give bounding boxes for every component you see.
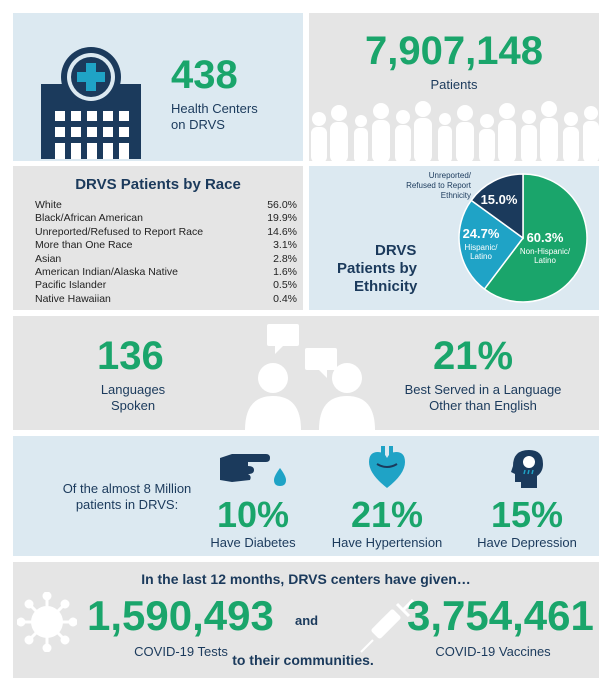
non-hispanic-label-1: Non-Hispanic/ bbox=[520, 247, 571, 256]
patients-label: Patients bbox=[430, 77, 478, 92]
race-row-value: 56.0% bbox=[267, 199, 297, 211]
languages-value: 136 bbox=[97, 334, 164, 378]
other-language-label-2: Other than English bbox=[429, 398, 537, 413]
and-text: and bbox=[295, 613, 319, 628]
hispanic-label-2: Latino bbox=[470, 252, 492, 261]
ethnicity-title-2: Patients by bbox=[337, 260, 418, 277]
race-row: Native Hawaiian 0.4% bbox=[35, 293, 297, 305]
unreported-label-2: Refused to Report bbox=[406, 181, 471, 190]
depression-icon bbox=[511, 450, 543, 488]
race-row: Pacific Islander 0.5% bbox=[35, 279, 297, 291]
race-row: Unreported/Refused to Report Race 14.6% bbox=[35, 226, 297, 238]
syringe-icon bbox=[360, 598, 415, 653]
race-row-label: Black/African American bbox=[35, 212, 143, 225]
race-row-label: Pacific Islander bbox=[35, 279, 107, 292]
health-centers-value: 438 bbox=[171, 53, 238, 97]
languages-label-1: Languages bbox=[100, 382, 166, 397]
hispanic-label-1: Hispanic/ bbox=[465, 243, 499, 252]
race-title: DRVS Patients by Race bbox=[75, 176, 241, 193]
depression-label: Have Depression bbox=[477, 535, 577, 550]
patients-value: 7,907,148 bbox=[365, 29, 543, 73]
ethnicity-title-1: DRVS bbox=[375, 242, 417, 259]
race-row-label: Unreported/Refused to Report Race bbox=[35, 225, 204, 238]
race-row-value: 2.8% bbox=[273, 252, 297, 265]
non-hispanic-label-2: Latino bbox=[534, 256, 556, 265]
hospital-icon bbox=[41, 47, 141, 159]
unreported-pct: 15.0% bbox=[481, 192, 518, 207]
conditions-panel: Of the almost 8 Million patients in DRVS… bbox=[13, 436, 599, 556]
non-hispanic-slice bbox=[483, 173, 588, 303]
tests-label: COVID-19 Tests bbox=[134, 644, 228, 659]
patients-panel: 7,907,148 Patients bbox=[309, 13, 599, 161]
unreported-label-3: Ethnicity bbox=[440, 191, 471, 200]
race-row-value: 0.4% bbox=[273, 292, 297, 305]
race-row-value: 19.9% bbox=[267, 212, 297, 225]
race-row-value: 3.1% bbox=[273, 239, 297, 252]
ethnicity-title-3: Ethnicity bbox=[354, 278, 418, 295]
languages-label-2: Spoken bbox=[110, 398, 156, 413]
vaccines-value: 3,754,461 bbox=[407, 592, 594, 639]
race-row: American Indian/Alaska Native 1.6% bbox=[35, 266, 297, 278]
diabetes-value: 10% bbox=[216, 494, 290, 535]
hispanic-pct: 24.7% bbox=[463, 226, 500, 241]
race-row-value: 14.6% bbox=[267, 225, 297, 238]
hypertension-value: 21% bbox=[350, 494, 424, 535]
diabetes-label: Have Diabetes bbox=[210, 535, 296, 550]
crowd-icon bbox=[311, 101, 599, 161]
virus-icon bbox=[17, 592, 77, 652]
race-row-label: Native Hawaiian bbox=[35, 292, 111, 305]
conditions-intro-1: Of the almost 8 Million bbox=[62, 481, 192, 496]
ethnicity-panel: DRVS Patients by Ethnicity Unreported/ R… bbox=[309, 166, 599, 310]
health-centers-panel: 438 Health Centers on DRVS bbox=[13, 13, 303, 161]
unreported-slice bbox=[470, 173, 524, 240]
depression-value: 15% bbox=[490, 494, 564, 535]
race-row: Asian 2.8% bbox=[35, 253, 297, 265]
race-row-label: White bbox=[35, 199, 62, 211]
unreported-label-1: Unreported/ bbox=[428, 171, 471, 180]
other-language-value: 21% bbox=[433, 334, 514, 378]
vaccines-label: COVID-19 Vaccines bbox=[435, 644, 551, 659]
languages-panel: 136 Languages Spoken 21% Best Served in … bbox=[13, 316, 599, 430]
conversation-icon bbox=[245, 324, 375, 430]
heart-icon bbox=[369, 446, 405, 488]
hypertension-label: Have Hypertension bbox=[331, 535, 443, 550]
race-row: More than One Race 3.1% bbox=[35, 239, 297, 251]
covid-panel: In the last 12 months, DRVS centers have… bbox=[13, 562, 599, 678]
tests-value: 1,590,493 bbox=[87, 592, 274, 639]
race-row: Black/African American 19.9% bbox=[35, 212, 297, 224]
health-centers-label-1: Health Centers bbox=[171, 101, 258, 116]
diabetes-icon bbox=[220, 454, 286, 486]
other-language-label-1: Best Served in a Language bbox=[404, 382, 562, 397]
covid-footer: to their communities. bbox=[232, 652, 374, 668]
race-row-label: More than One Race bbox=[35, 239, 133, 252]
race-row-label: American Indian/Alaska Native bbox=[35, 266, 178, 278]
hispanic-slice bbox=[458, 199, 525, 291]
ethnicity-pie-chart: 60.3% Non-Hispanic/Latino 24.7% Hispanic/La… bbox=[458, 173, 588, 303]
race-row-value: 1.6% bbox=[273, 266, 297, 278]
conditions-intro-2: patients in DRVS: bbox=[75, 497, 179, 512]
race-row-value: 0.5% bbox=[273, 279, 297, 292]
covid-heading: In the last 12 months, DRVS centers have… bbox=[141, 571, 471, 587]
non-hispanic-pct: 60.3% bbox=[527, 230, 564, 245]
race-panel: DRVS Patients by Race White 56.0% Black/Af… bbox=[13, 166, 303, 310]
health-centers-label-2: on DRVS bbox=[171, 117, 225, 132]
race-row: White 56.0% bbox=[35, 199, 297, 211]
race-row-label: Asian bbox=[35, 252, 62, 265]
